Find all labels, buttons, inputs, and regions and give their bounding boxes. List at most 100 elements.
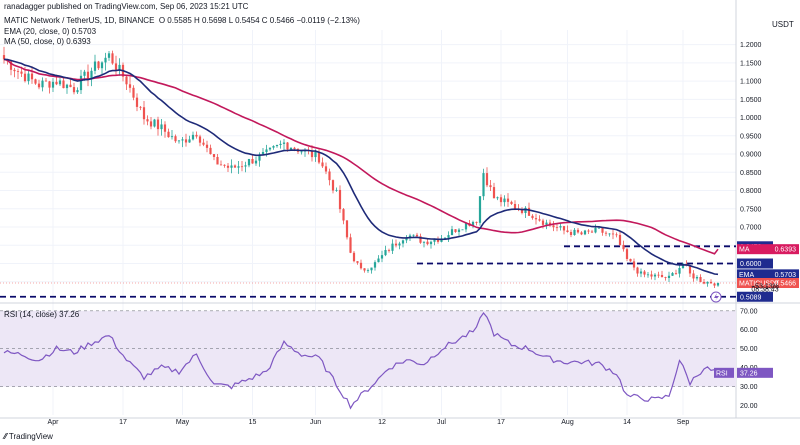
- candle-body: [405, 237, 408, 241]
- candle-body: [653, 274, 657, 277]
- candle-body: [492, 187, 496, 199]
- candle-body: [692, 273, 695, 279]
- candle-body: [657, 274, 660, 276]
- ema-legend[interactable]: EMA (20, close, 0) 0.5703: [4, 27, 97, 36]
- candle-body: [275, 145, 279, 147]
- candle-body: [65, 84, 69, 89]
- candle-body: [422, 241, 426, 243]
- candle-body: [184, 139, 188, 143]
- candle-body: [324, 166, 328, 172]
- tradingview-icon: ⁄⁄: [4, 432, 9, 441]
- candle-body: [541, 220, 545, 225]
- candle-body: [156, 119, 160, 130]
- time-tick-label: 15: [249, 419, 257, 426]
- candle-body: [594, 227, 597, 233]
- candle-body: [622, 244, 625, 250]
- time-tick-label: Jun: [310, 419, 321, 426]
- candle-body: [450, 229, 454, 236]
- candle-body: [44, 80, 48, 82]
- ohlc-values: O 0.5585 H 0.5698 L 0.5454 C 0.5466 −0.0…: [158, 16, 360, 25]
- price-tag-name: MA: [739, 247, 750, 254]
- time-tick-label: 14: [623, 419, 631, 426]
- candle-body: [349, 237, 352, 253]
- price-tag-sub: 08:38:43: [751, 287, 778, 294]
- candle-body: [555, 227, 559, 229]
- price-tag-box: [737, 258, 773, 269]
- price-tick-label: 0.9000: [740, 152, 762, 159]
- candle-body: [503, 198, 506, 203]
- candle-body: [576, 229, 580, 233]
- price-tag-box: [737, 277, 799, 288]
- candle-body: [706, 281, 709, 284]
- candle-body: [618, 234, 622, 245]
- candle-body: [587, 230, 590, 232]
- price-axis[interactable]: 1.2000 1.1500 1.1000 1.0500 1.0000 0.9500 0.90…: [740, 42, 762, 410]
- candle-body: [489, 185, 492, 188]
- candle-body: [111, 53, 114, 64]
- price-tag-sub: −53.13%: [751, 284, 779, 291]
- candle-body: [139, 106, 142, 108]
- candle-body: [244, 165, 247, 167]
- candle-body: [646, 274, 650, 276]
- rsi-legend[interactable]: RSI (14, close) 37.26: [4, 310, 80, 319]
- symbol-name: MATIC Network / TetherUS, 1D, BINANCE: [4, 16, 155, 25]
- ma-legend[interactable]: MA (50, close, 0) 0.6393: [4, 37, 91, 46]
- alert-icon[interactable]: [710, 291, 722, 303]
- candle-body: [674, 273, 678, 274]
- candle-body: [608, 233, 611, 235]
- candle-body: [9, 61, 13, 70]
- candle-body: [97, 61, 100, 69]
- candle-body: [188, 139, 191, 143]
- currency-label: USDT: [772, 20, 794, 29]
- candle-body: [41, 80, 44, 88]
- ema-line: [3, 58, 719, 276]
- candle-body: [524, 207, 527, 213]
- candle-body: [212, 154, 216, 157]
- time-axis[interactable]: Apr 17 May 15 Jun 12 Jul 17 Aug 14 Sep: [48, 419, 690, 426]
- candle-body: [226, 165, 230, 168]
- candle-body: [223, 164, 226, 166]
- candle-body: [338, 189, 342, 210]
- candle-body: [373, 262, 377, 268]
- candle-body: [499, 197, 503, 203]
- price-tag-value: 0.5089: [740, 294, 762, 301]
- candle-body: [237, 166, 240, 168]
- candle-body: [345, 220, 349, 238]
- candle-body: [258, 154, 261, 161]
- candle-body: [174, 136, 177, 142]
- candle-body: [342, 209, 345, 221]
- candle-body: [209, 147, 212, 155]
- price-tick-label: 1.2000: [740, 42, 762, 49]
- price-tick-label: 1.0500: [740, 97, 762, 104]
- candle-body: [69, 84, 72, 88]
- candle-body: [363, 268, 366, 271]
- candle-body: [83, 71, 86, 76]
- candle-body: [72, 87, 76, 93]
- price-tick-label: 1.0000: [740, 115, 762, 122]
- candle-body: [590, 231, 594, 233]
- candle-body: [454, 229, 457, 232]
- candle-body: [660, 274, 664, 278]
- candle-body: [548, 222, 552, 226]
- price-tag-name: EMA: [739, 272, 755, 279]
- candle-body: [436, 239, 440, 242]
- time-tick-label: Apr: [48, 419, 60, 426]
- candle-body: [377, 258, 380, 263]
- candle-body: [562, 226, 566, 231]
- candle-body: [191, 134, 195, 140]
- candle-body: [104, 57, 107, 63]
- candle-body: [496, 197, 499, 199]
- candle-body: [401, 240, 405, 244]
- candle-body: [447, 235, 450, 238]
- time-tick-label: 17: [119, 419, 127, 426]
- price-tag-box: [737, 269, 799, 280]
- candle-body: [272, 146, 275, 148]
- candle-body: [384, 250, 387, 256]
- candle-body: [135, 97, 139, 107]
- symbol-line: MATIC Network / TetherUS, 1D, BINANCE O …: [4, 16, 360, 25]
- candle-body: [27, 73, 30, 82]
- candle-body: [370, 267, 373, 271]
- price-tick-label: 1.1500: [740, 60, 762, 67]
- candle-body: [639, 271, 643, 274]
